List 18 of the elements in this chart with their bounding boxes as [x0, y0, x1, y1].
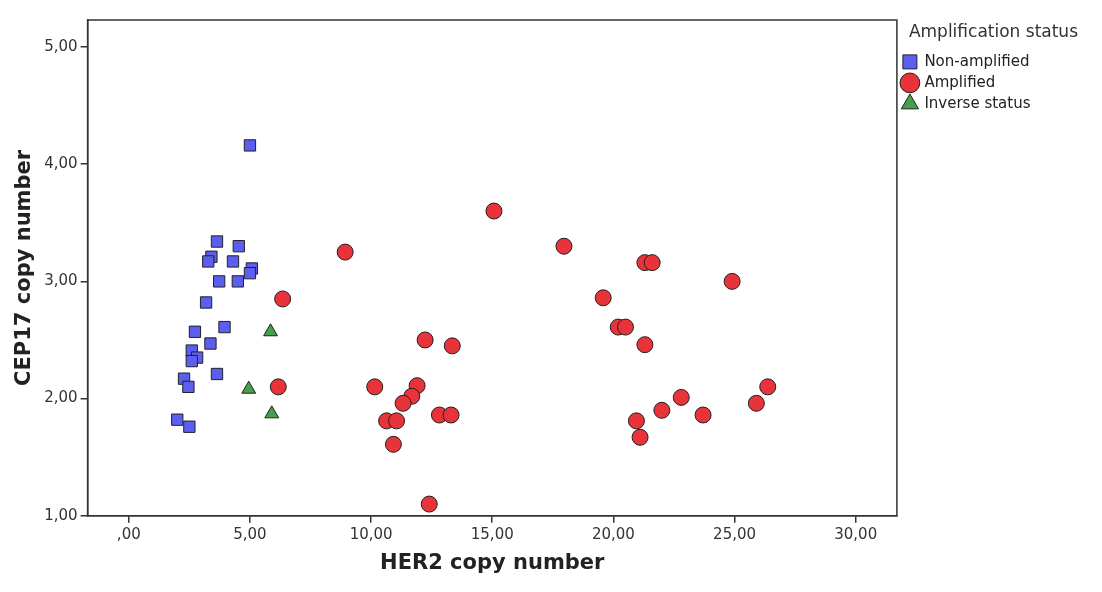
legend-title: Amplification status: [908, 20, 1079, 41]
x-tick-label: 15,00: [470, 524, 514, 543]
y-tick-label: 5,00: [44, 36, 78, 55]
x-tick-label: 10,00: [349, 524, 393, 543]
y-axis-title: CEP17 copy number: [11, 149, 36, 386]
y-tick-label: 2,00: [44, 388, 78, 407]
y-tick-label: 1,00: [44, 505, 78, 524]
y-tick-label: 3,00: [44, 271, 78, 290]
x-tick-label: 30,00: [834, 524, 878, 543]
x-tick-label: 25,00: [713, 524, 757, 543]
x-tick-label: ,00: [116, 524, 141, 543]
y-tick-label: 4,00: [44, 154, 78, 173]
x-axis-title: HER2 copy number: [380, 549, 606, 574]
legend-label: Amplified: [924, 72, 996, 91]
x-tick-label: 20,00: [591, 524, 635, 543]
x-tick-label: 5,00: [233, 524, 267, 543]
legend-label: Inverse status: [924, 93, 1031, 112]
legend-label: Non-amplified: [924, 51, 1030, 70]
